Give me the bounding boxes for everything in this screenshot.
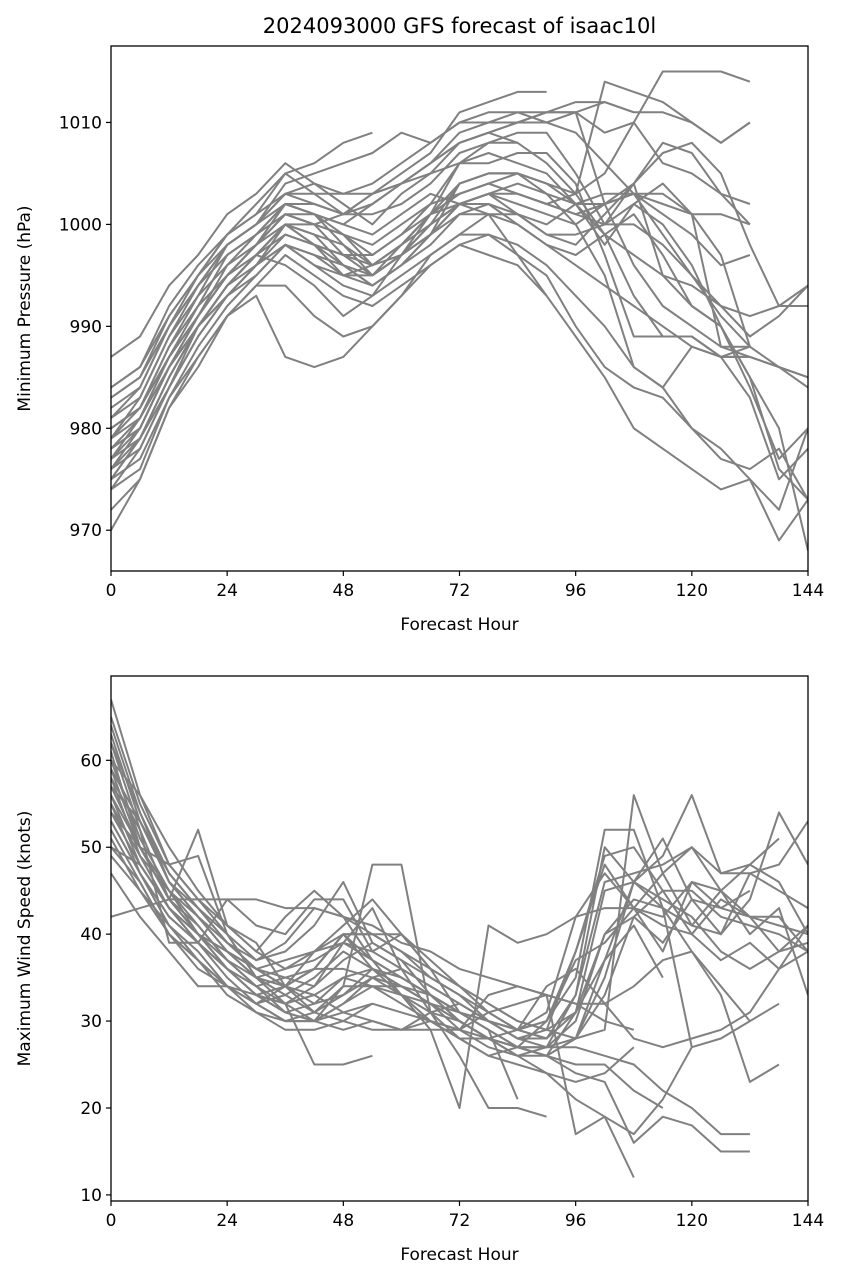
chart-title: 2024093000 GFS forecast of isaac10l — [263, 14, 656, 38]
pressure-x-tick-label: 96 — [565, 581, 587, 601]
wind-x-axis-label: Forecast Hour — [400, 1245, 518, 1265]
wind-y-tick-label: 40 — [80, 925, 102, 945]
pressure-y-tick-label: 1000 — [59, 215, 102, 235]
wind-x-tick-label: 48 — [333, 1211, 355, 1231]
wind-series-line-17 — [111, 898, 751, 1022]
wind-y-tick-label: 60 — [80, 751, 102, 771]
pressure-series-line-30 — [111, 80, 751, 480]
wind-x-tick-label: 144 — [792, 1211, 824, 1231]
wind-y-tick-label: 20 — [80, 1099, 102, 1119]
pressure-y-tick-label: 970 — [70, 521, 102, 541]
pressure-series-line-1 — [111, 90, 547, 358]
wind-y-tick-label: 50 — [80, 838, 102, 858]
wind-y-tick-label: 30 — [80, 1012, 102, 1032]
wind-x-tick-label: 24 — [216, 1211, 238, 1231]
wind-series-lines — [111, 699, 808, 1178]
pressure-series-lines — [111, 70, 808, 551]
wind-series-line-29 — [111, 820, 808, 1057]
wind-x-tick-label: 0 — [106, 1211, 117, 1231]
wind-x-tick-label: 96 — [565, 1211, 587, 1231]
wind-y-ticks: 10 20 30 40 50 60 — [80, 751, 111, 1206]
pressure-y-tick-label: 1010 — [59, 113, 102, 133]
pressure-panel: 0 24 48 72 96 120 144 970 980 990 1000 1010 Foreca… — [15, 45, 824, 635]
wind-x-tick-label: 120 — [676, 1211, 708, 1231]
pressure-series-line-25 — [111, 182, 751, 470]
pressure-y-axis-label: Minimum Pressure (hPa) — [15, 205, 35, 411]
pressure-y-ticks: 970 980 990 1000 1010 — [59, 113, 111, 541]
wind-x-ticks: 0 24 48 72 96 120 144 — [106, 1201, 824, 1231]
wind-series-line-24 — [111, 759, 808, 1031]
pressure-y-tick-label: 980 — [70, 419, 102, 439]
wind-series-line-15 — [111, 872, 373, 1066]
wind-series-line-26 — [111, 785, 635, 1178]
pressure-series-line-26 — [111, 172, 547, 440]
pressure-x-tick-label: 120 — [676, 581, 708, 601]
pressure-x-tick-label: 48 — [333, 581, 355, 601]
pressure-series-line-20 — [111, 111, 751, 399]
wind-panel: 0 24 48 72 96 120 144 10 20 30 40 50 60 Forecast Ho… — [15, 675, 824, 1265]
wind-series-line-30 — [111, 846, 808, 1049]
wind-y-axis-label: Maximum Wind Speed (knots) — [15, 811, 35, 1067]
wind-series-line-28 — [111, 803, 751, 1109]
pressure-series-line-27 — [111, 192, 548, 430]
wind-series-line-14 — [111, 855, 373, 1031]
wind-series-line-21 — [111, 777, 519, 1100]
wind-series-line-27 — [111, 768, 750, 1153]
pressure-x-axis-label: Forecast Hour — [400, 615, 518, 635]
pressure-x-tick-label: 72 — [449, 581, 471, 601]
wind-series-line-18 — [111, 716, 693, 1057]
pressure-x-tick-label: 144 — [792, 581, 824, 601]
pressure-x-ticks: 0 24 48 72 96 120 144 — [106, 571, 824, 601]
pressure-series-line-14 — [111, 243, 808, 542]
pressure-x-tick-label: 24 — [216, 581, 238, 601]
pressure-x-tick-label: 0 — [106, 581, 117, 601]
pressure-y-tick-label: 990 — [70, 317, 102, 337]
wind-y-tick-label: 10 — [80, 1186, 102, 1206]
pressure-series-line-2 — [111, 131, 373, 389]
wind-x-tick-label: 72 — [449, 1211, 471, 1231]
pressure-series-line-28 — [111, 101, 751, 389]
